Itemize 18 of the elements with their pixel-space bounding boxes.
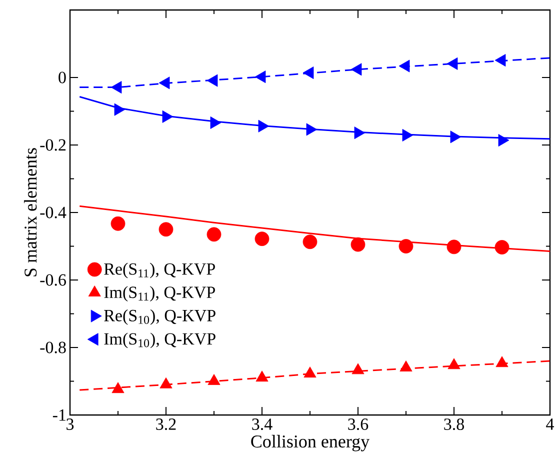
x-tick-label: 3.8 (444, 418, 464, 430)
y-tick-label: -0.4 (40, 206, 66, 218)
x-tick-label: 3.6 (348, 418, 368, 430)
legend-label: Im(S$_{11}$), Q-KVP (104, 286, 215, 302)
y-tick-label: -1 (52, 409, 66, 421)
x-tick-label: 3.2 (156, 418, 176, 430)
y-tick-label: 0 (58, 72, 66, 84)
y-axis-title: S matrix elements (24, 148, 37, 276)
x-axis-title: Collision energy (251, 434, 370, 452)
x-tick-label: 3 (66, 418, 74, 430)
y-tick-label: -0.6 (40, 274, 66, 286)
legend-label: Re(S$_{11}$), Q-KVP (104, 262, 215, 278)
legend-label: Re(S$_{10}$), Q-KVP (104, 309, 216, 325)
x-tick-label: 3.4 (252, 418, 272, 430)
y-tick-label: -0.2 (40, 139, 66, 151)
x-tick-label: 4 (546, 418, 554, 430)
legend-label: Im(S$_{10}$), Q-KVP (104, 332, 216, 348)
y-tick-label: -0.8 (40, 342, 66, 354)
